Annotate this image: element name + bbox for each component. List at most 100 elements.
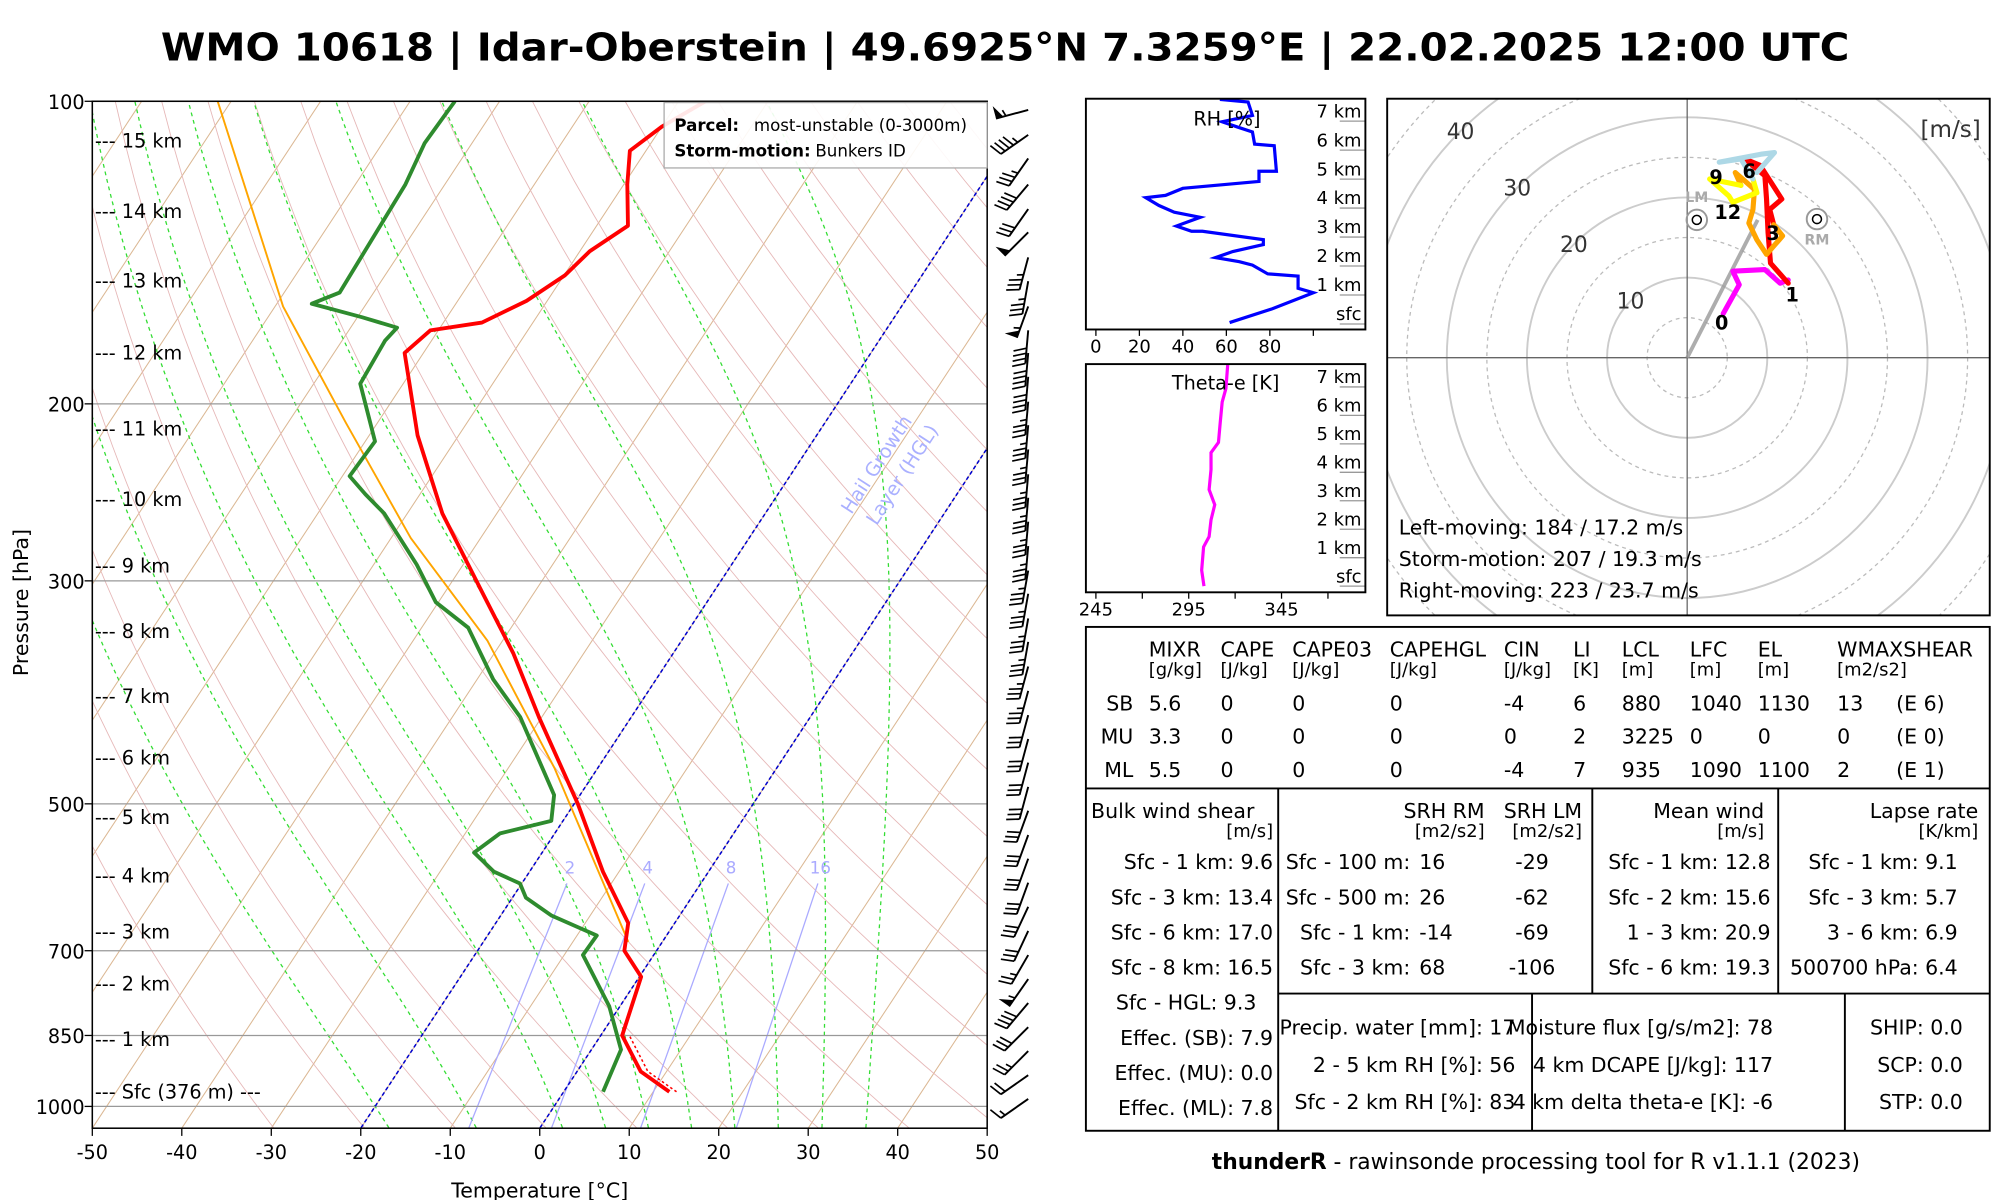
height-tick-label: 5 km (1317, 159, 1362, 180)
barb-full (1012, 409, 1026, 414)
mixing-ratio-label: 2 (565, 859, 576, 878)
barb-full (1006, 878, 1021, 882)
barb-full (1002, 953, 1017, 958)
index-value: 1130 (1758, 691, 1810, 715)
barb-full (994, 203, 1008, 211)
srh-label: Sfc - 1 km: (1300, 920, 1410, 944)
barb-staff (1015, 306, 1030, 339)
storm-motion-text: Storm-motion: 207 / 19.3 m/s (1399, 547, 1702, 571)
barb-full (1009, 673, 1023, 678)
section-unit: [K/km] (1919, 821, 1979, 842)
footer-brand: thunderR (1212, 1150, 1327, 1175)
y-tick-label: 500 (48, 794, 85, 817)
barb-staff (1021, 618, 1030, 652)
stat-label: SCP: (1877, 1053, 1924, 1077)
barb-full (1000, 958, 1015, 962)
barb-staff (1003, 1026, 1029, 1052)
wind-barb (998, 978, 1029, 1007)
barb-full (1002, 929, 1017, 934)
stat-value: 6.4 (1925, 956, 1958, 980)
index-value: 7 (1573, 758, 1586, 782)
barb-staff (1018, 666, 1030, 699)
index-value: (E 0) (1896, 725, 1945, 749)
hodograph-height-label: 12 (1714, 201, 1741, 224)
barb-full (1003, 840, 1017, 843)
stat-value: 83 (1489, 1090, 1515, 1114)
barb-full (1005, 859, 1019, 863)
srh-rm-value: 26 (1419, 885, 1445, 909)
barb-full (1005, 883, 1019, 887)
barb-staff (1015, 834, 1030, 867)
barb-half (1018, 298, 1026, 301)
barb-full (1000, 1014, 1014, 1022)
moist-adiabat-line (581, 101, 827, 1128)
stat-value: 7.9 (1240, 1026, 1273, 1050)
index-value: 0 (1390, 758, 1403, 782)
moist-adiabat-line (335, 101, 736, 1128)
barb-staff (1008, 208, 1029, 237)
dry-adiabat-line (485, 101, 988, 771)
y-tick-label: 850 (48, 1025, 85, 1048)
barb-staff (1018, 786, 1030, 820)
height-label: --- 6 km (95, 746, 170, 769)
stat-row: Effec. (MU): 0.0 (1114, 1061, 1273, 1085)
wind-barb (989, 134, 1029, 155)
barb-full (1001, 222, 1016, 229)
wind-barb (1006, 666, 1030, 700)
ring-label: 40 (1447, 120, 1475, 145)
section-unit: [m2/s2] (1512, 821, 1582, 842)
barb-full (1010, 592, 1025, 596)
stat-label: 4 km DCAPE [J/kg]: (1533, 1053, 1728, 1077)
mixing-ratio-line (468, 883, 568, 1128)
barb-staff (1024, 330, 1030, 364)
stat-label: Sfc - 3 km: (1808, 885, 1918, 909)
hodograph-segment (1707, 176, 1760, 205)
index-value: 0 (1758, 725, 1771, 749)
stat-label: Sfc - 2 km RH [%]: (1294, 1090, 1482, 1114)
height-label: --- 3 km (95, 921, 170, 944)
hodograph-plot-area (1387, 98, 1990, 616)
stat-row: Sfc - 3 km: 5.7 (1808, 885, 1957, 909)
barb-half (1018, 610, 1026, 614)
barb-full (997, 1018, 1011, 1026)
barb-full (1012, 476, 1026, 482)
temperature-profile (402, 101, 707, 1094)
stat-label: STP: (1879, 1090, 1924, 1114)
barb-full (1000, 975, 1015, 981)
isotherm-line (629, 583, 988, 1128)
wind-barb (1003, 858, 1030, 891)
barb-half (1001, 109, 1007, 117)
barb-full (999, 227, 1013, 233)
barb-staff (1021, 281, 1030, 315)
stat-value: 17.0 (1227, 920, 1273, 944)
height-tick-label: 3 km (1317, 217, 1362, 238)
stat-label: 2 - 5 km RH [%]: (1313, 1053, 1483, 1077)
moist-adiabat-line (92, 414, 477, 1128)
barb-staff (1018, 690, 1030, 724)
stat-label: Sfc - 1 km: (1808, 850, 1918, 874)
height-label: --- 14 km (95, 200, 182, 223)
rh-frame (1084, 97, 1367, 331)
thetae-profile (1200, 364, 1230, 587)
barb-half (1019, 514, 1027, 518)
stat-row: Precip. water [mm]: 17 (1280, 1016, 1516, 1040)
wind-barb (1004, 306, 1030, 339)
stat-value: 56 (1489, 1053, 1515, 1077)
barb-full (1009, 313, 1023, 317)
barb-half (1009, 972, 1017, 976)
y-tick-label: 200 (48, 394, 85, 417)
storm-motion-vector (1685, 218, 1760, 359)
height-label: --- 4 km (95, 864, 170, 887)
stat-row: 3 - 6 km: 6.9 (1827, 920, 1958, 944)
barb-full (998, 139, 1010, 149)
stat-row: Effec. (ML): 7.8 (1118, 1096, 1273, 1120)
barb-full (1009, 625, 1023, 629)
dry-adiabat-line (92, 386, 547, 1129)
index-value: 3.3 (1149, 725, 1182, 749)
stat-row: Sfc - 2 km RH [%]: 83 (1294, 1090, 1515, 1114)
barb-full (1012, 554, 1026, 559)
wind-barb (994, 1002, 1029, 1030)
x-tick-label: 50 (975, 1141, 999, 1164)
column-unit: [m] (1758, 660, 1789, 681)
